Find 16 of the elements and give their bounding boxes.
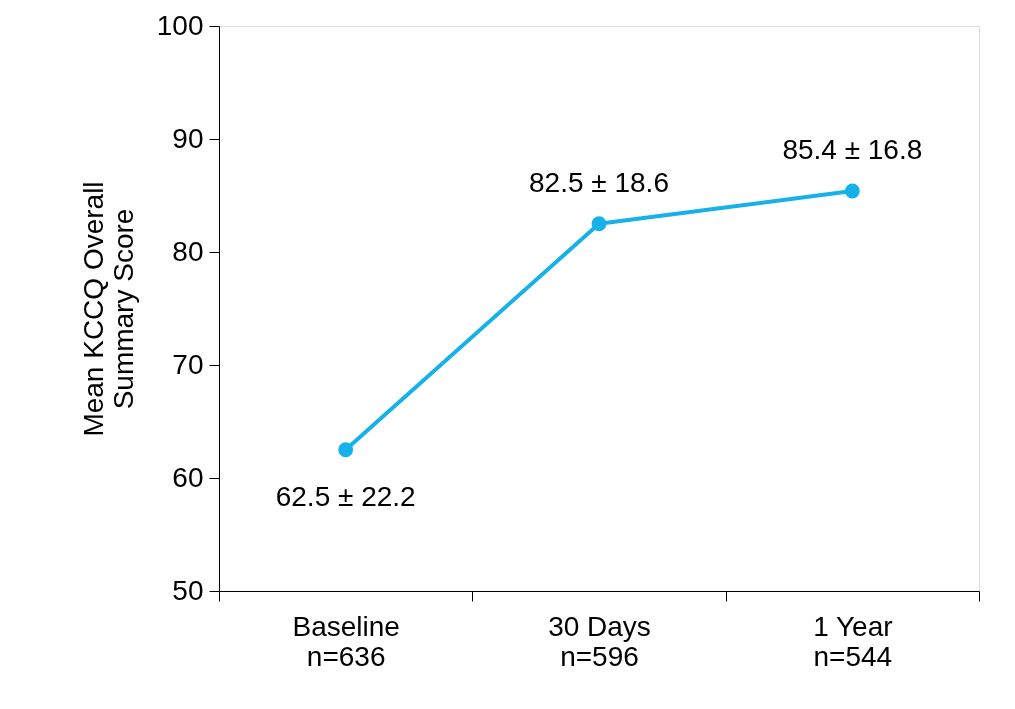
y-tick-label: 70 (172, 348, 204, 380)
data-label: 85.4 ± 16.8 (782, 133, 923, 165)
y-tick-label: 100 (156, 9, 204, 41)
data-label: 82.5 ± 18.6 (529, 166, 669, 198)
data-label: 62.5 ± 22.2 (275, 480, 416, 512)
x-tick-label: Baseline n=636 (292, 610, 400, 672)
y-tick-label: 50 (172, 574, 204, 606)
x-tick-label: 1 Year n=544 (813, 610, 893, 672)
y-axis-title: Mean KCCQ Overall Summary Score (77, 181, 139, 437)
y-tick-label: 60 (172, 461, 204, 493)
point (591, 216, 607, 232)
point (338, 442, 354, 458)
y-tick-label: 80 (172, 235, 204, 267)
y-tick-label: 90 (172, 122, 204, 154)
point (844, 183, 860, 199)
x-tick-label: 30 Days n=596 (548, 610, 651, 672)
